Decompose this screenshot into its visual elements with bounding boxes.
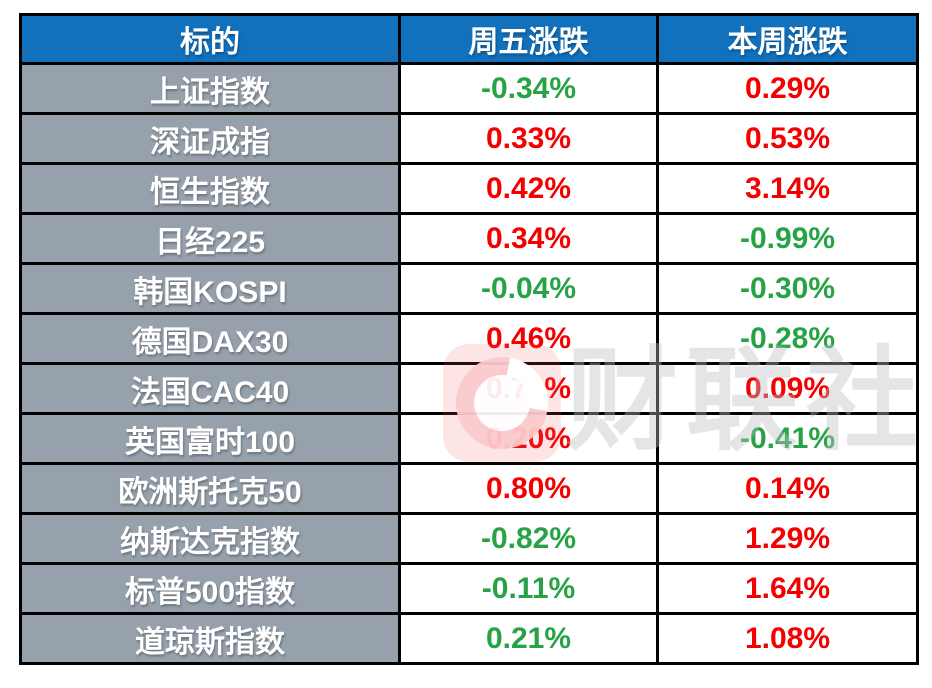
header-target: 标的 xyxy=(19,13,401,65)
index-name: 深证成指 xyxy=(19,112,401,165)
table-row: 德国DAX30 0.46% -0.28% xyxy=(19,312,919,365)
friday-change-cell: -0.04% xyxy=(398,262,659,315)
table-row: 英国富时100 0.20% -0.41% xyxy=(19,412,919,465)
index-name: 法国CAC40 xyxy=(19,362,401,415)
friday-change-cell: 0.71% xyxy=(398,362,659,415)
week-change-cell: 1.08% xyxy=(656,612,919,665)
index-name: 欧洲斯托克50 xyxy=(19,462,401,515)
table-row: 法国CAC40 0.71% 0.09% xyxy=(19,362,919,415)
week-change-cell: -0.30% xyxy=(656,262,919,315)
index-name: 标普500指数 xyxy=(19,562,401,615)
friday-change-cell: -0.34% xyxy=(398,62,659,115)
week-change-cell: 0.53% xyxy=(656,112,919,165)
index-name: 韩国KOSPI xyxy=(19,262,401,315)
index-name: 纳斯达克指数 xyxy=(19,512,401,565)
friday-change-cell: 0.46% xyxy=(398,312,659,365)
index-name: 英国富时100 xyxy=(19,412,401,465)
index-name: 道琼斯指数 xyxy=(19,612,401,665)
index-name: 上证指数 xyxy=(19,62,401,115)
table-row: 标普500指数 -0.11% 1.64% xyxy=(19,562,919,615)
table-row: 道琼斯指数 0.21% 1.08% xyxy=(19,612,919,665)
week-change-cell: 1.29% xyxy=(656,512,919,565)
week-change-cell: -0.28% xyxy=(656,312,919,365)
index-performance-table: 标的 周五涨跌 本周涨跌 上证指数 -0.34% 0.29% 深证成指 0.33% 0.5… xyxy=(19,13,919,665)
week-change-cell: -0.99% xyxy=(656,212,919,265)
week-change-cell: 3.14% xyxy=(656,162,919,215)
week-change-cell: 0.29% xyxy=(656,62,919,115)
table-row: 恒生指数 0.42% 3.14% xyxy=(19,162,919,215)
friday-change-cell: 0.42% xyxy=(398,162,659,215)
header-friday-change: 周五涨跌 xyxy=(398,13,659,65)
friday-change-cell: 0.34% xyxy=(398,212,659,265)
table-row: 深证成指 0.33% 0.53% xyxy=(19,112,919,165)
week-change-cell: 0.14% xyxy=(656,462,919,515)
friday-change-cell: 0.80% xyxy=(398,462,659,515)
friday-change-cell: -0.11% xyxy=(398,562,659,615)
week-change-cell: 1.64% xyxy=(656,562,919,615)
header-row: 标的 周五涨跌 本周涨跌 xyxy=(19,13,919,65)
table-row: 欧洲斯托克50 0.80% 0.14% xyxy=(19,462,919,515)
index-name: 日经225 xyxy=(19,212,401,265)
week-change-cell: -0.41% xyxy=(656,412,919,465)
table-row: 日经225 0.34% -0.99% xyxy=(19,212,919,265)
table-row: 上证指数 -0.34% 0.29% xyxy=(19,62,919,115)
friday-change-cell: 0.33% xyxy=(398,112,659,165)
index-name: 德国DAX30 xyxy=(19,312,401,365)
friday-change-cell: 0.20% xyxy=(398,412,659,465)
header-week-change: 本周涨跌 xyxy=(656,13,919,65)
friday-change-cell: 0.21% xyxy=(398,612,659,665)
table-row: 韩国KOSPI -0.04% -0.30% xyxy=(19,262,919,315)
index-name: 恒生指数 xyxy=(19,162,401,215)
table-row: 纳斯达克指数 -0.82% 1.29% xyxy=(19,512,919,565)
friday-change-cell: -0.82% xyxy=(398,512,659,565)
week-change-cell: 0.09% xyxy=(656,362,919,415)
